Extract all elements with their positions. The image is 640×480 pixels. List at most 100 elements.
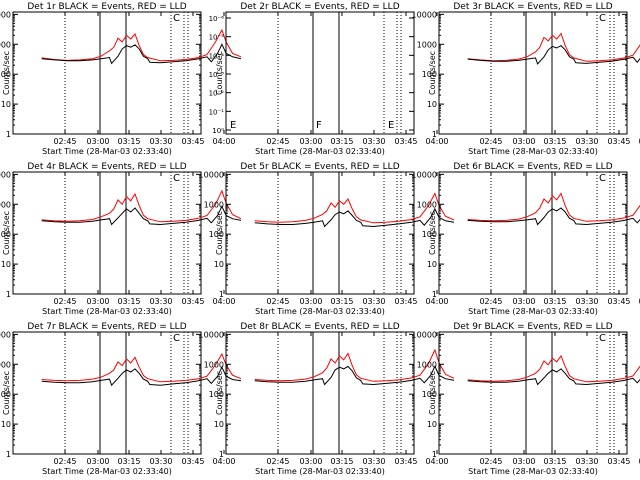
x-tick-label: 04:00 — [212, 457, 235, 466]
panel-title: Det 5r BLACK = Events, RED = LLD — [240, 162, 399, 172]
lld-series-line — [467, 354, 640, 383]
x-tick-label: 03:00 — [86, 297, 109, 306]
lld-series-line — [41, 352, 242, 383]
x-tick-label: 04:00 — [212, 137, 235, 146]
x-tick-label: 03:00 — [512, 297, 535, 306]
state-marker: E — [230, 120, 236, 131]
panel-det-1: Det 1r BLACK = Events, RED = LLD 02:45 03:… — [0, 2, 242, 156]
panel-title: Det 8r BLACK = Events, RED = LLD — [240, 322, 399, 332]
x-tick-label: 03:15 — [117, 297, 140, 306]
panel-title: Det 7r BLACK = Events, RED = LLD — [27, 322, 186, 332]
x-tick-label: 04:00 — [638, 457, 640, 466]
state-marker: C — [173, 333, 180, 344]
y-tick-label: 1000 — [0, 200, 11, 209]
x-tick-label: 03:00 — [86, 137, 109, 146]
x-tick-label: 03:45 — [607, 297, 630, 306]
x-tick-label: 03:15 — [330, 137, 353, 146]
x-tick-label: 03:30 — [362, 137, 385, 146]
lld-series-line — [254, 192, 455, 224]
x-tick-label: 02:45 — [53, 457, 76, 466]
x-axis-label: Start Time (28-Mar-03 02:33:40) — [255, 147, 385, 156]
lld-series-line — [41, 189, 242, 223]
panel-title: Det 2r BLACK = Events, RED = LLD — [240, 2, 399, 12]
x-axis-label: Start Time (28-Mar-03 02:33:40) — [42, 307, 172, 316]
plot-frame — [225, 331, 415, 455]
x-tick-label: 03:15 — [543, 297, 566, 306]
y-tick-label: 100 — [0, 390, 11, 399]
x-axis-label: Start Time (28-Mar-03 02:33:40) — [255, 307, 385, 316]
y-tick-label: 100 — [0, 70, 11, 79]
y-tick-label: 10⁰ — [212, 127, 224, 135]
y-tick-label: 1 — [6, 130, 11, 139]
y-tick-label: 100 — [422, 230, 437, 239]
y-tick-label: 10⁻⁶ — [209, 15, 225, 23]
y-axis-label: Counts/sec — [428, 371, 437, 415]
x-tick-label: 03:15 — [117, 457, 140, 466]
x-axis-label: Start Time (28-Mar-03 02:33:40) — [468, 467, 598, 476]
x-tick-label: 03:30 — [575, 137, 598, 146]
x-tick-label: 02:45 — [479, 297, 502, 306]
panel-det-2: Det 2r BLACK = Events, RED = LLD 02:45 03:… — [209, 2, 449, 156]
y-tick-label: 10 — [214, 260, 224, 269]
y-axis-label: Counts/sec — [428, 51, 437, 95]
y-tick-label: 1000 — [204, 360, 224, 369]
x-axis-label: Start Time (28-Mar-03 02:33:40) — [42, 147, 172, 156]
state-marker: C — [173, 173, 180, 184]
events-series-line — [467, 368, 640, 386]
y-tick-label: 10⁻⁴ — [209, 52, 225, 60]
y-tick-label: 10000 — [412, 330, 437, 339]
y-tick-label: 10000 — [412, 10, 437, 19]
panel-det-3: Det 3r BLACK = Events, RED = LLD 02:45 03:… — [412, 2, 640, 156]
x-tick-label: 03:30 — [362, 297, 385, 306]
plot-frame — [225, 171, 415, 295]
y-tick-label: 100 — [422, 70, 437, 79]
lld-series-line — [467, 192, 640, 222]
x-tick-label: 03:00 — [299, 457, 322, 466]
panel-det-6: Det 6r BLACK = Events, RED = LLD 02:45 03:… — [412, 162, 640, 316]
y-tick-label: 100 — [209, 390, 224, 399]
events-series-line — [41, 205, 242, 226]
y-tick-label: 1 — [219, 290, 224, 299]
y-tick-label: 100 — [0, 230, 11, 239]
y-tick-label: 1000 — [417, 40, 437, 49]
x-tick-label: 04:00 — [425, 137, 448, 146]
panel-det-8: Det 8r BLACK = Events, RED = LLD 02:45 03:… — [199, 322, 455, 476]
y-tick-label: 10⁻² — [209, 90, 225, 98]
panel-title: Det 9r BLACK = Events, RED = LLD — [453, 322, 612, 332]
x-tick-label: 03:45 — [607, 137, 630, 146]
y-axis-label: Counts/sec — [215, 51, 224, 95]
panel-title: Det 4r BLACK = Events, RED = LLD — [27, 162, 186, 172]
y-tick-label: 10 — [1, 100, 11, 109]
panel-title: Det 1r BLACK = Events, RED = LLD — [27, 2, 186, 12]
x-tick-label: 03:30 — [575, 297, 598, 306]
y-tick-label: 1000 — [204, 200, 224, 209]
y-tick-label: 10000 — [0, 330, 11, 339]
y-axis-label: Counts/sec — [215, 211, 224, 255]
x-tick-label: 04:00 — [425, 457, 448, 466]
y-tick-label: 10⁻⁵ — [209, 34, 225, 42]
y-tick-label: 10000 — [0, 10, 11, 19]
y-tick-label: 1 — [6, 450, 11, 459]
x-tick-label: 03:00 — [512, 137, 535, 146]
x-tick-label: 04:00 — [638, 297, 640, 306]
y-axis-label: Counts/sec — [215, 371, 224, 415]
y-tick-label: 10 — [427, 420, 437, 429]
panel-det-7: Det 7r BLACK = Events, RED = LLD 02:45 03:… — [0, 322, 242, 476]
state-marker: C — [173, 13, 180, 24]
lld-series-line — [254, 348, 455, 382]
x-tick-label: 03:45 — [394, 297, 417, 306]
x-tick-label: 02:45 — [53, 297, 76, 306]
panel-det-4: Det 4r BLACK = Events, RED = LLD 02:45 03:… — [0, 162, 242, 316]
x-tick-label: 03:45 — [394, 137, 417, 146]
x-tick-label: 03:45 — [181, 457, 204, 466]
x-tick-label: 03:30 — [575, 457, 598, 466]
x-tick-label: 03:00 — [512, 457, 535, 466]
y-tick-label: 1 — [432, 290, 437, 299]
x-tick-label: 02:45 — [266, 297, 289, 306]
state-marker: F — [316, 120, 322, 131]
events-series-line — [467, 207, 640, 226]
y-axis-label: Counts/sec — [428, 211, 437, 255]
x-tick-label: 03:45 — [181, 297, 204, 306]
x-tick-label: 04:00 — [638, 137, 640, 146]
x-tick-label: 03:00 — [86, 457, 109, 466]
